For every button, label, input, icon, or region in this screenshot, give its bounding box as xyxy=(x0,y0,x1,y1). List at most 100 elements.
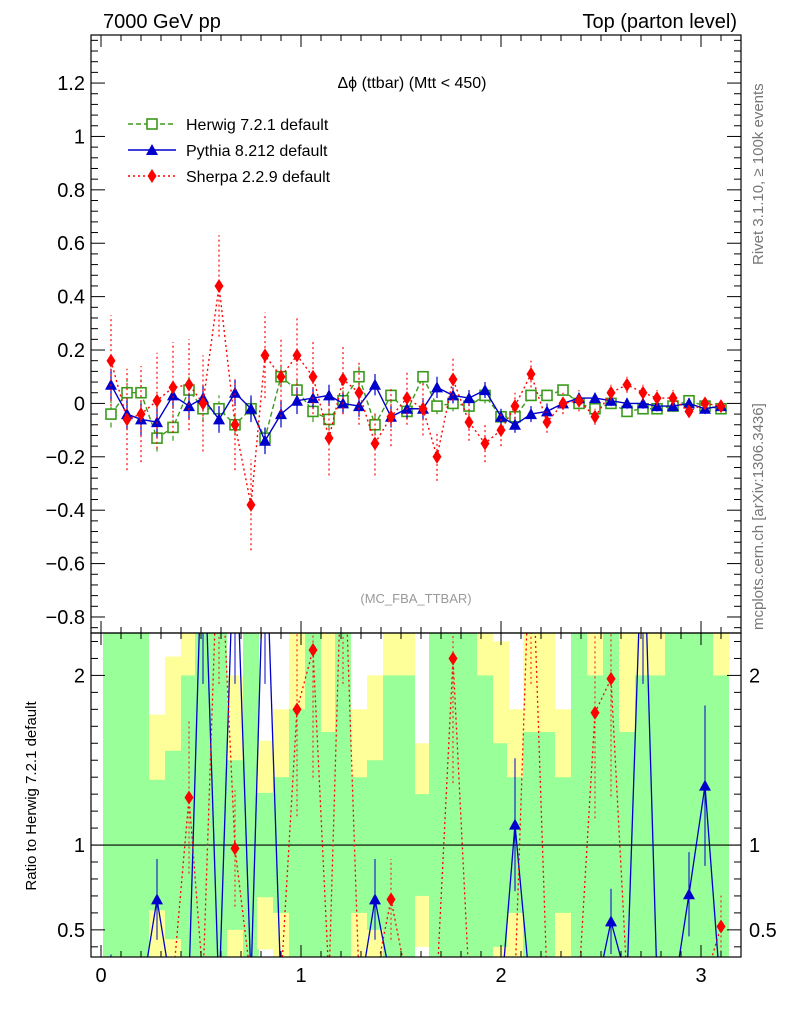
marker-2-0 xyxy=(106,353,116,368)
marker-2-3 xyxy=(152,393,162,408)
legend-label-2: Sherpa 2.2.9 default xyxy=(186,169,331,186)
ratio-marker-1-32 xyxy=(606,671,616,686)
y-tick-label: 1 xyxy=(74,126,85,148)
legend-marker-2 xyxy=(147,169,157,183)
marker-0-16 xyxy=(353,370,365,383)
ratio-y-tick-label: 2 xyxy=(74,665,85,687)
marker-1-3 xyxy=(151,416,163,428)
y-tick-label: 0.4 xyxy=(57,287,85,309)
marker-1-7 xyxy=(213,413,225,425)
ratio-marker-1-5 xyxy=(184,790,194,805)
ratio-band-1sigma xyxy=(649,675,665,957)
ratio-marker-1-13 xyxy=(308,642,318,657)
ratio-band-1sigma xyxy=(305,633,321,957)
marker-2-24 xyxy=(480,436,490,451)
ratio-marker-0-26 xyxy=(509,818,521,830)
y-tick-label: 1.2 xyxy=(57,73,85,95)
marker-2-29 xyxy=(558,396,568,411)
marker-2-6 xyxy=(198,396,208,411)
marker-1-25 xyxy=(495,410,507,422)
marker-2-14 xyxy=(324,431,334,446)
marker-2-33 xyxy=(622,377,632,392)
watermark: (MC_FBA_TTBAR) xyxy=(360,591,471,606)
y-tick-label: 0 xyxy=(74,393,85,415)
y-tick-label: −0.8 xyxy=(46,607,85,629)
ratio-band-1sigma xyxy=(399,675,415,957)
ratio-band-1sigma xyxy=(429,633,445,957)
marker-2-39 xyxy=(716,399,726,414)
marker-1-10 xyxy=(259,434,271,446)
ratio-marker-0-17 xyxy=(369,893,381,905)
header-right: Top (parton level) xyxy=(582,11,737,33)
ratio-band-1sigma xyxy=(119,633,135,957)
ratio-band-1sigma xyxy=(635,675,651,957)
marker-1-34 xyxy=(637,397,649,409)
marker-2-11 xyxy=(276,369,286,384)
marker-2-17 xyxy=(370,436,380,451)
y-tick-label: 0.2 xyxy=(57,340,85,362)
marker-2-26 xyxy=(510,399,520,414)
marker-2-2 xyxy=(136,407,146,422)
marker-2-36 xyxy=(668,391,678,406)
marker-2-23 xyxy=(464,415,474,430)
marker-0-21 xyxy=(431,400,443,412)
ratio-band-1sigma xyxy=(445,633,461,957)
marker-0-28 xyxy=(541,389,553,402)
ratio-marker-1-12 xyxy=(292,702,302,717)
ratio-y-tick-label-right: 2 xyxy=(749,665,760,687)
y-tick-label: −0.6 xyxy=(46,554,85,576)
ratio-band-1sigma xyxy=(211,633,227,957)
ratio-marker-1-39 xyxy=(716,919,726,934)
marker-0-27 xyxy=(525,389,537,402)
header-left: 7000 GeV pp xyxy=(103,11,221,33)
y-tick-label: 0.8 xyxy=(57,180,85,202)
marker-2-32 xyxy=(606,385,616,400)
marker-2-1 xyxy=(122,412,132,427)
ratio-band-1sigma xyxy=(133,633,149,957)
marker-1-31 xyxy=(589,392,601,404)
marker-1-17 xyxy=(369,378,381,390)
marker-1-37 xyxy=(683,397,695,409)
marker-2-9 xyxy=(246,497,256,512)
marker-2-25 xyxy=(496,423,506,438)
marker-2-30 xyxy=(574,393,584,408)
ratio-band-1sigma xyxy=(461,633,477,957)
marker-1-16 xyxy=(353,400,365,412)
ratio-band-1sigma xyxy=(681,633,697,957)
y-tick-label: −0.2 xyxy=(46,447,85,469)
ratio-band-1sigma xyxy=(665,633,681,957)
ratio-band-1sigma xyxy=(713,675,729,957)
ratio-band-1sigma xyxy=(181,675,197,957)
marker-1-14 xyxy=(323,389,335,401)
marker-1-4 xyxy=(167,389,179,401)
marker-2-7 xyxy=(214,278,224,293)
marker-2-15 xyxy=(338,372,348,387)
x-tick-label: 1 xyxy=(295,965,306,987)
ratio-y-tick-label: 0.5 xyxy=(57,920,85,942)
marker-2-35 xyxy=(652,391,662,406)
marker-1-28 xyxy=(541,405,553,417)
ratio-marker-1-31 xyxy=(590,705,600,720)
marker-1-12 xyxy=(291,394,303,406)
marker-2-21 xyxy=(432,449,442,464)
x-tick-label: 0 xyxy=(95,965,106,987)
ratio-marker-0-38 xyxy=(699,779,711,791)
ratio-marker-1-8 xyxy=(230,841,240,856)
marker-2-37 xyxy=(684,404,694,419)
ratio-y-tick-label: 1 xyxy=(74,835,85,857)
marker-1-24 xyxy=(479,384,491,396)
marker-1-27 xyxy=(525,408,537,420)
marker-2-18 xyxy=(386,409,396,424)
marker-2-19 xyxy=(402,391,412,406)
marker-2-4 xyxy=(168,380,178,395)
ratio-marker-0-3 xyxy=(151,893,163,905)
marker-0-2 xyxy=(135,386,147,399)
y-tick-label: 0.6 xyxy=(57,233,85,255)
marker-2-31 xyxy=(590,409,600,424)
ratio-band-1sigma xyxy=(383,675,399,957)
x-tick-label: 2 xyxy=(495,965,506,987)
legend-label-0: Herwig 7.2.1 default xyxy=(186,117,329,134)
y-tick-label: −0.4 xyxy=(46,500,85,522)
ratio-band-1sigma xyxy=(571,633,587,957)
